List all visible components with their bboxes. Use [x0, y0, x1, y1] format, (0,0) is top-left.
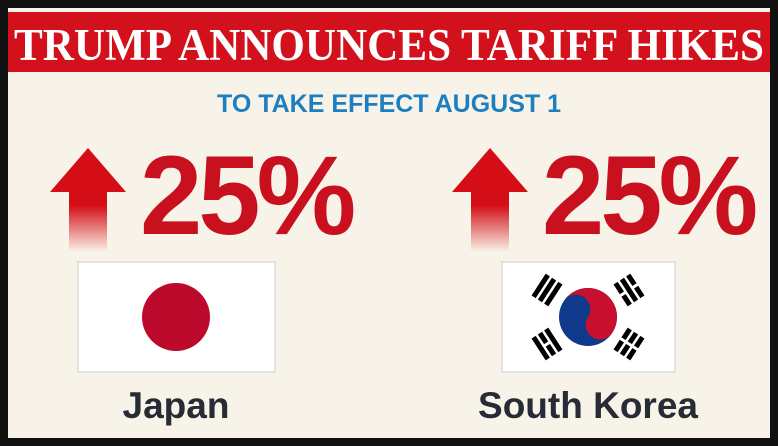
- tariff: 25%: [140, 133, 354, 258]
- country-name: South Korea: [478, 385, 698, 426]
- banner: [8, 12, 770, 72]
- japan-flag-circle: [142, 283, 210, 351]
- subtitle: TO TAKE EFFECT AUGUST 1: [217, 90, 561, 118]
- title: TRUMP ANNOUNCES TARIFF HIKES: [14, 20, 764, 70]
- country-name: Japan: [123, 385, 230, 426]
- up-arrow: [50, 148, 126, 252]
- up-arrow: [452, 148, 528, 252]
- korea-flag: [501, 261, 676, 373]
- tariff: 25%: [542, 133, 756, 258]
